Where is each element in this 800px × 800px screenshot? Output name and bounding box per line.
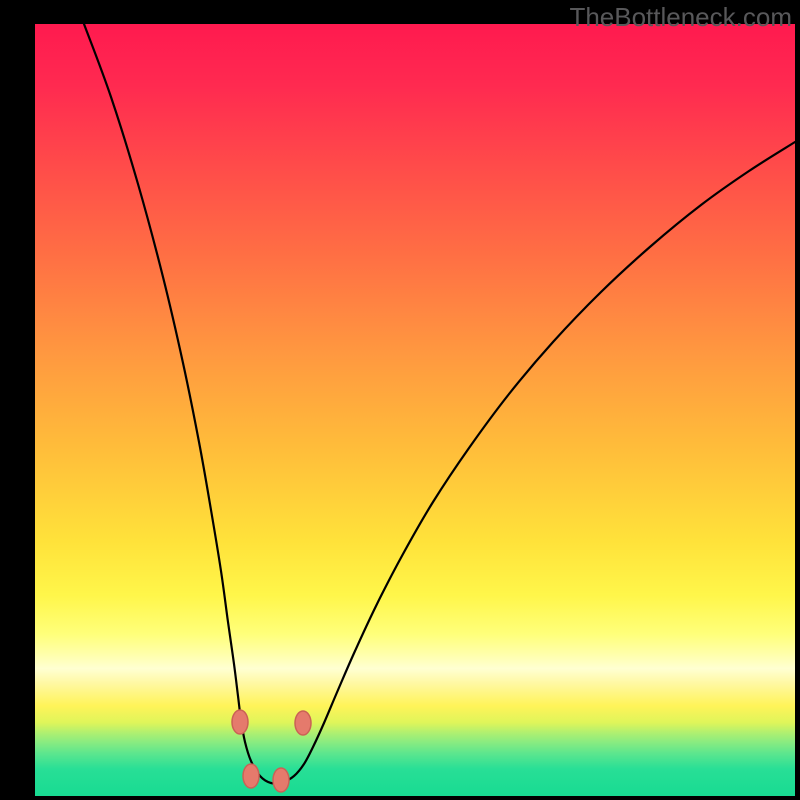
curve-marker	[273, 768, 289, 792]
curve-marker	[232, 710, 248, 734]
curve-marker	[243, 764, 259, 788]
bottleneck-curve	[84, 24, 795, 784]
chart-stage: TheBottleneck.com	[0, 0, 800, 800]
watermark-text: TheBottleneck.com	[569, 2, 792, 33]
curve-layer	[35, 24, 795, 796]
marker-group	[232, 710, 311, 792]
curve-marker	[295, 711, 311, 735]
plot-area	[35, 24, 795, 796]
